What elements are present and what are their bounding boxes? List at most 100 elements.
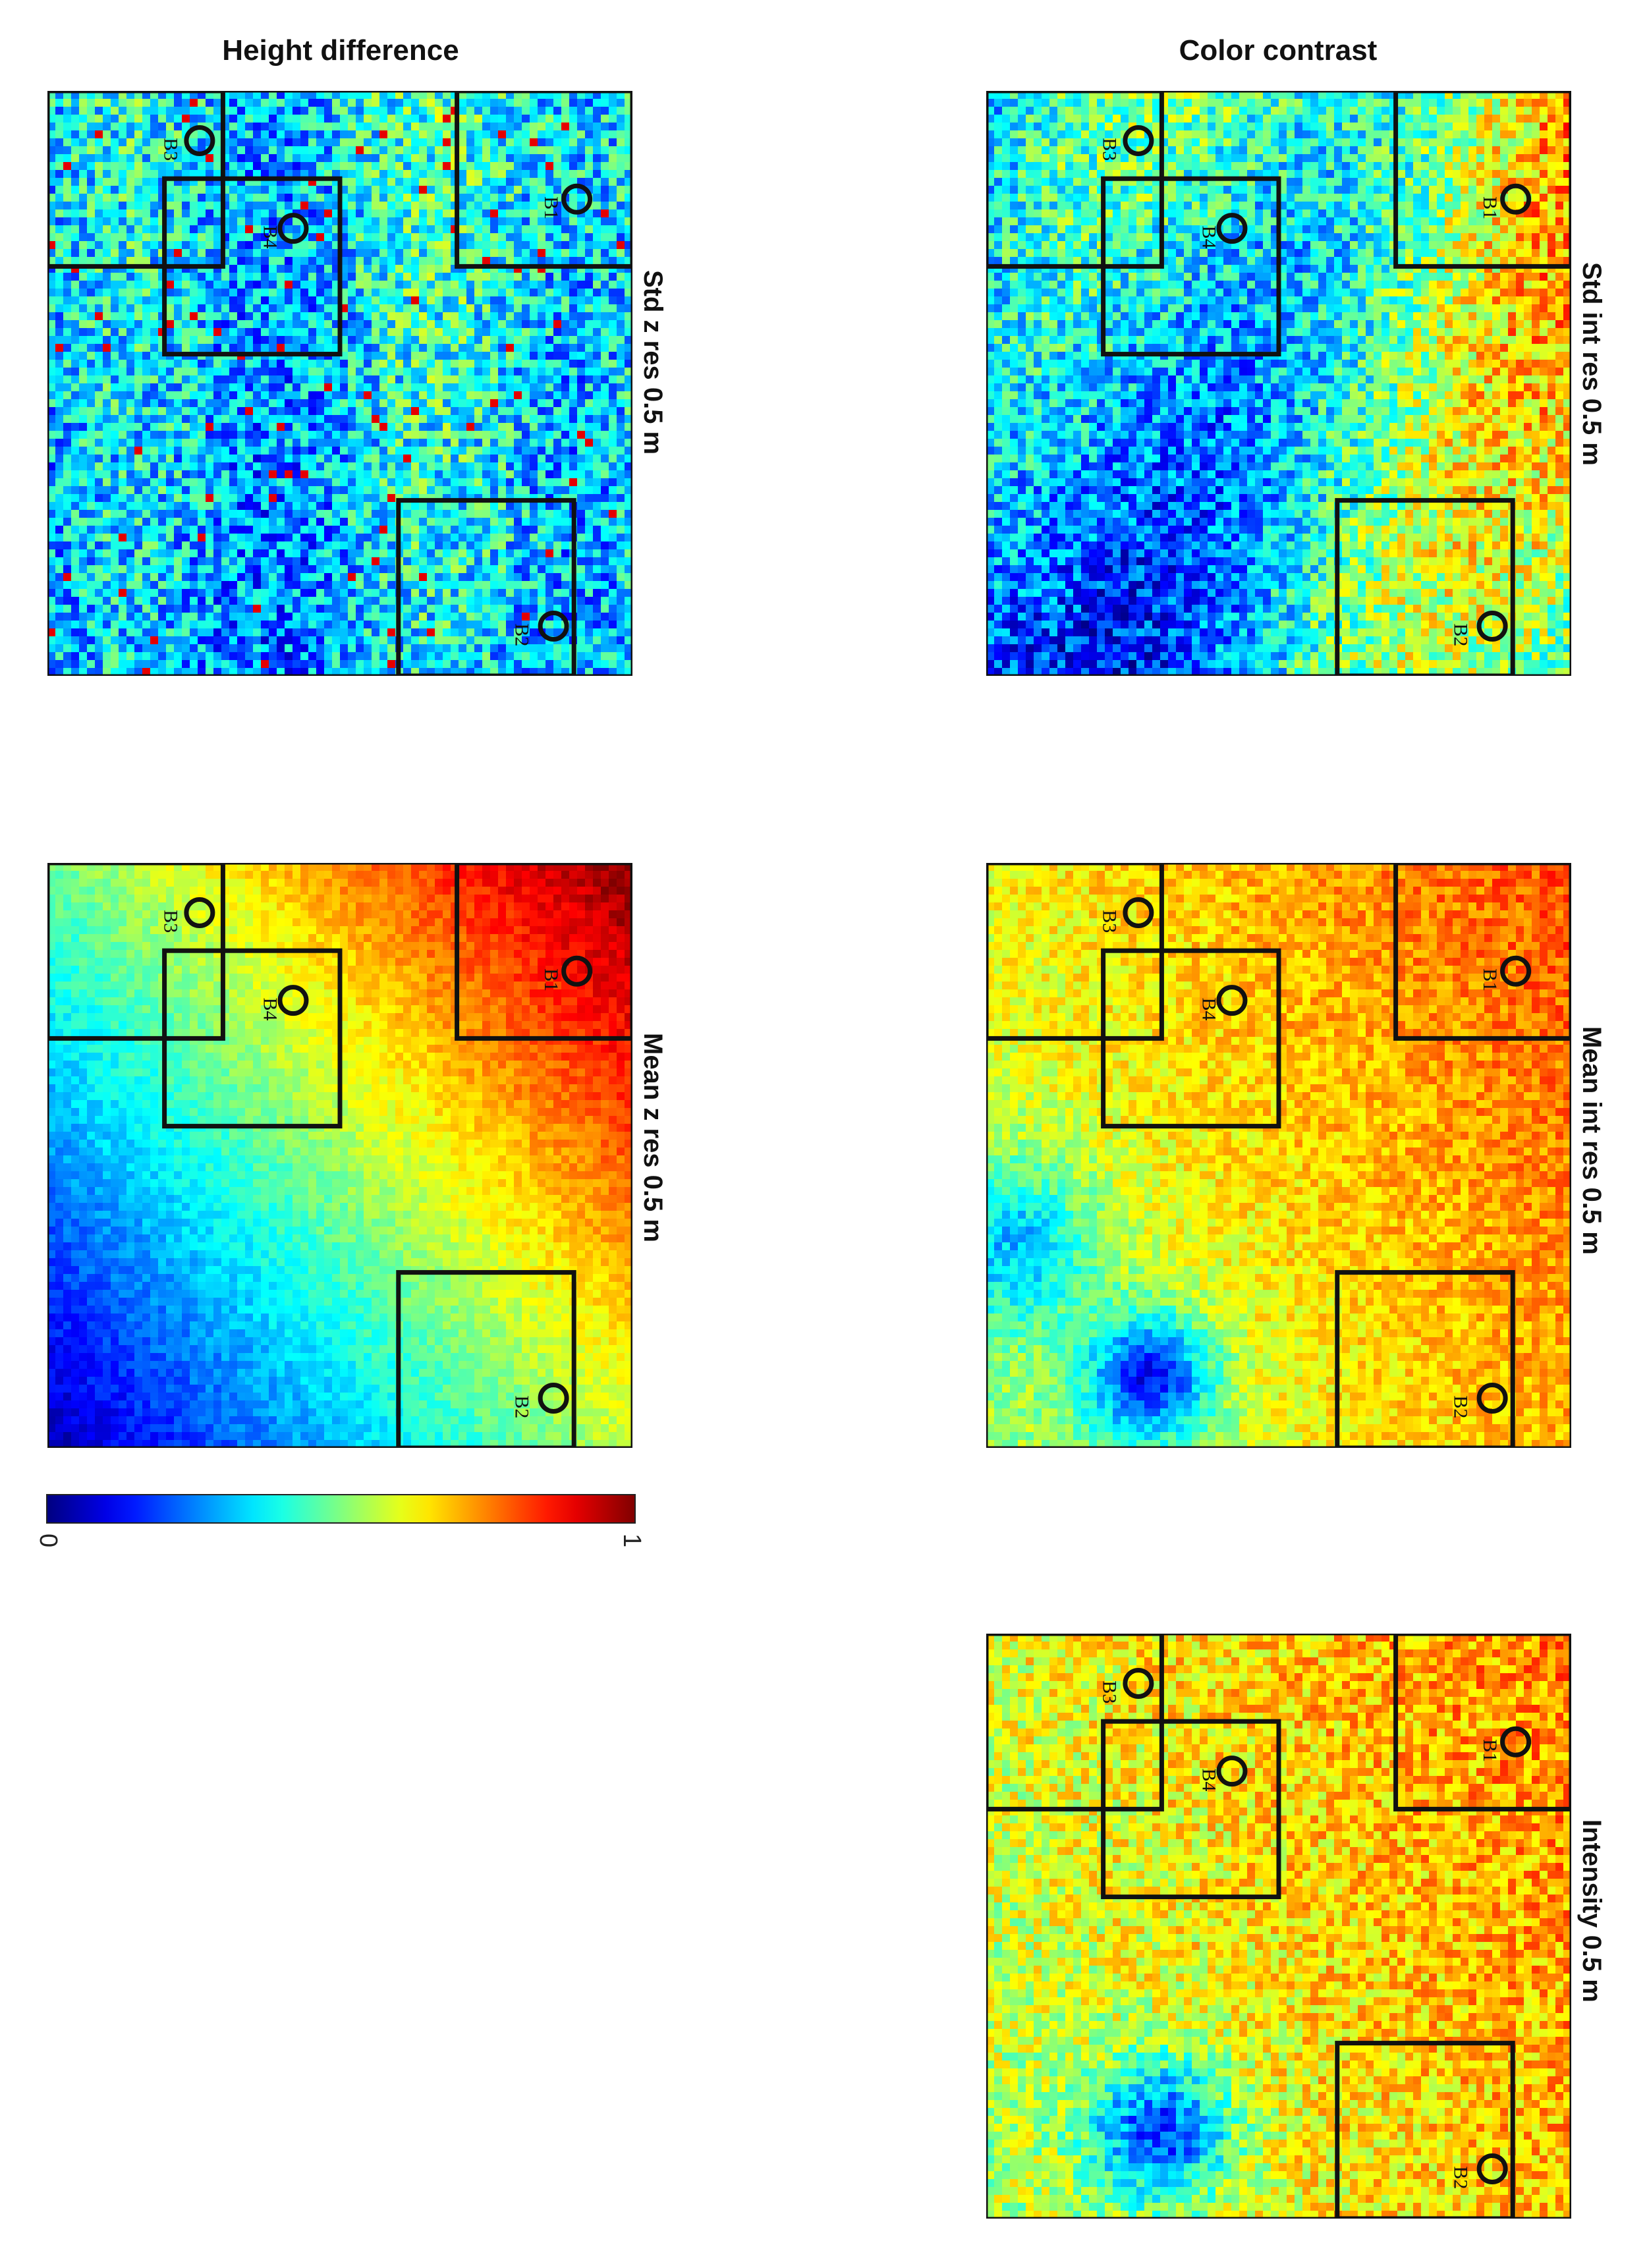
heatmap-cell bbox=[1445, 565, 1453, 574]
heatmap-cell bbox=[1334, 455, 1343, 463]
heatmap-cell bbox=[1215, 320, 1224, 329]
heatmap-cell bbox=[1492, 107, 1501, 115]
heatmap-cell bbox=[1263, 289, 1271, 297]
heatmap-cell bbox=[1326, 399, 1335, 408]
heatmap-cell bbox=[1231, 557, 1240, 566]
heatmap-cell bbox=[1152, 257, 1161, 265]
heatmap-cell bbox=[1042, 123, 1050, 131]
heatmap-cell bbox=[1453, 217, 1461, 226]
heatmap-cell bbox=[1208, 146, 1216, 155]
heatmap-cell bbox=[1413, 415, 1422, 424]
heatmap-cell bbox=[1295, 170, 1303, 179]
heatmap-cell bbox=[1374, 431, 1382, 439]
heatmap-cell bbox=[1413, 383, 1422, 392]
heatmap-cell bbox=[1239, 273, 1248, 281]
heatmap-cell bbox=[1018, 526, 1026, 534]
heatmap-cell bbox=[1366, 107, 1374, 115]
heatmap-cell bbox=[1184, 320, 1192, 329]
heatmap-cell bbox=[1097, 644, 1105, 653]
heatmap-cell bbox=[1342, 478, 1351, 487]
heatmap-cell bbox=[1223, 375, 1232, 384]
heatmap-cell bbox=[1445, 328, 1453, 337]
heatmap-cell bbox=[1397, 534, 1406, 542]
heatmap-cell bbox=[1042, 99, 1050, 107]
heatmap-cell bbox=[1492, 644, 1501, 653]
heatmap-cell bbox=[1097, 470, 1105, 479]
heatmap-cell bbox=[1287, 194, 1295, 202]
heatmap-cell bbox=[1318, 273, 1327, 281]
heatmap-cell bbox=[1057, 368, 1066, 376]
heatmap-cell bbox=[1255, 518, 1264, 526]
heatmap-cell bbox=[1026, 502, 1034, 511]
heatmap-cell bbox=[1176, 241, 1185, 250]
heatmap-cell bbox=[1255, 170, 1264, 179]
heatmap-cell bbox=[1247, 383, 1256, 392]
heatmap-cell bbox=[1366, 423, 1374, 431]
heatmap-cell bbox=[1121, 526, 1129, 534]
heatmap-cell bbox=[1279, 399, 1287, 408]
heatmap-cell bbox=[1421, 352, 1430, 360]
heatmap-cell bbox=[1121, 565, 1129, 574]
heatmap-cell bbox=[1239, 304, 1248, 313]
heatmap-cell bbox=[1049, 589, 1058, 597]
heatmap-cell bbox=[1255, 344, 1264, 352]
heatmap-cell bbox=[1350, 241, 1358, 250]
heatmap-cell bbox=[1445, 502, 1453, 511]
heatmap-cell bbox=[1366, 281, 1374, 289]
heatmap-cell bbox=[1200, 581, 1208, 590]
heatmap-cell bbox=[1034, 344, 1042, 352]
heatmap-cell bbox=[1397, 296, 1406, 305]
heatmap-cell bbox=[1484, 423, 1493, 431]
heatmap-cell bbox=[1389, 613, 1398, 621]
heatmap-cell bbox=[1215, 431, 1224, 439]
heatmap-cell bbox=[1026, 534, 1034, 542]
heatmap-cell bbox=[1516, 344, 1524, 352]
heatmap-cell bbox=[1382, 352, 1390, 360]
heatmap-cell bbox=[1097, 130, 1105, 139]
heatmap-cell bbox=[1136, 202, 1145, 210]
heatmap-cell bbox=[1018, 217, 1026, 226]
heatmap-cell bbox=[1081, 455, 1090, 463]
heatmap-cell bbox=[1374, 257, 1382, 265]
heatmap-cell bbox=[1342, 605, 1351, 613]
heatmap-cells bbox=[986, 91, 1571, 676]
heatmap-cell bbox=[1121, 478, 1129, 487]
heatmap-cell bbox=[1334, 265, 1343, 273]
heatmap-cell bbox=[1113, 217, 1121, 226]
heatmap-cell bbox=[1374, 636, 1382, 645]
heatmap-cell bbox=[1358, 534, 1366, 542]
heatmap-cell bbox=[1437, 573, 1445, 582]
heatmap-cell bbox=[1144, 541, 1153, 550]
heatmap-cell bbox=[1239, 494, 1248, 503]
heatmap-cell bbox=[1105, 99, 1113, 107]
heatmap-cell bbox=[1413, 478, 1422, 487]
heatmap-cell bbox=[1121, 186, 1129, 194]
heatmap-cell bbox=[1350, 636, 1358, 645]
heatmap-cell bbox=[1184, 146, 1192, 155]
heatmap-cell bbox=[1445, 652, 1453, 661]
heatmap-cell bbox=[1508, 368, 1517, 376]
heatmap-cell bbox=[1034, 518, 1042, 526]
heatmap-cell bbox=[1382, 281, 1390, 289]
heatmap-cell bbox=[1239, 107, 1248, 115]
heatmap-cell bbox=[1310, 368, 1319, 376]
heatmap-cell bbox=[1042, 470, 1050, 479]
heatmap-cell bbox=[1405, 431, 1414, 439]
heatmap-cell bbox=[1461, 115, 1469, 123]
heatmap-cell bbox=[1350, 257, 1358, 265]
heatmap-cell bbox=[1089, 557, 1098, 566]
heatmap-cell bbox=[1334, 123, 1343, 131]
heatmap-cell bbox=[1105, 328, 1113, 337]
heatmap-cell bbox=[1397, 344, 1406, 352]
heatmap-cell bbox=[1350, 99, 1358, 107]
heatmap-cell bbox=[1136, 526, 1145, 534]
heatmap-cell bbox=[1342, 573, 1351, 582]
heatmap-cell bbox=[1405, 233, 1414, 242]
heatmap-cell bbox=[1192, 281, 1200, 289]
heatmap-cell bbox=[1081, 249, 1090, 258]
heatmap-cell bbox=[1295, 265, 1303, 273]
heatmap-cell bbox=[1057, 415, 1066, 424]
heatmap-cell bbox=[1389, 597, 1398, 605]
heatmap-cell bbox=[1002, 557, 1011, 566]
heatmap-cell bbox=[1018, 194, 1026, 202]
